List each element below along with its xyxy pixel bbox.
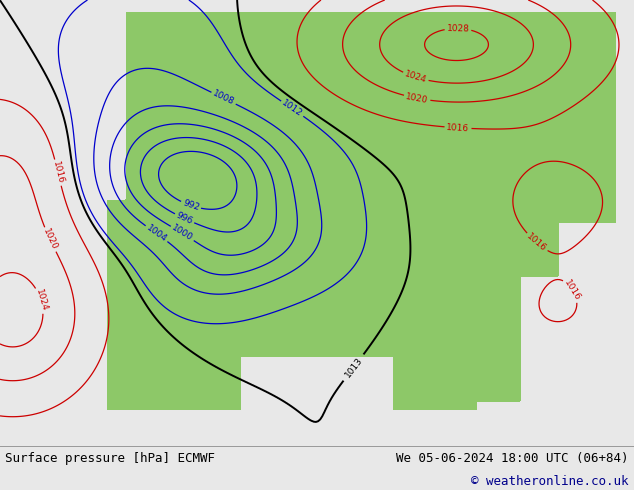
Text: 1016: 1016 <box>525 232 548 253</box>
Text: 1016: 1016 <box>51 160 65 185</box>
Text: 1016: 1016 <box>562 278 583 302</box>
Text: 996: 996 <box>175 211 194 226</box>
Text: 1024: 1024 <box>34 289 49 313</box>
Text: 1020: 1020 <box>41 227 59 252</box>
Text: 1024: 1024 <box>403 70 428 85</box>
Text: 1016: 1016 <box>446 122 470 133</box>
Text: 1028: 1028 <box>446 24 470 33</box>
Text: 1004: 1004 <box>145 223 169 244</box>
Text: 1008: 1008 <box>211 89 236 107</box>
Text: © weatheronline.co.uk: © weatheronline.co.uk <box>472 475 629 489</box>
Text: 1012: 1012 <box>280 98 304 119</box>
Text: 1013: 1013 <box>343 356 364 379</box>
Text: Surface pressure [hPa] ECMWF: Surface pressure [hPa] ECMWF <box>5 452 215 465</box>
Text: 992: 992 <box>181 198 200 213</box>
Text: We 05-06-2024 18:00 UTC (06+84): We 05-06-2024 18:00 UTC (06+84) <box>396 452 629 465</box>
Text: 1020: 1020 <box>405 92 429 105</box>
Text: 1000: 1000 <box>170 223 195 243</box>
